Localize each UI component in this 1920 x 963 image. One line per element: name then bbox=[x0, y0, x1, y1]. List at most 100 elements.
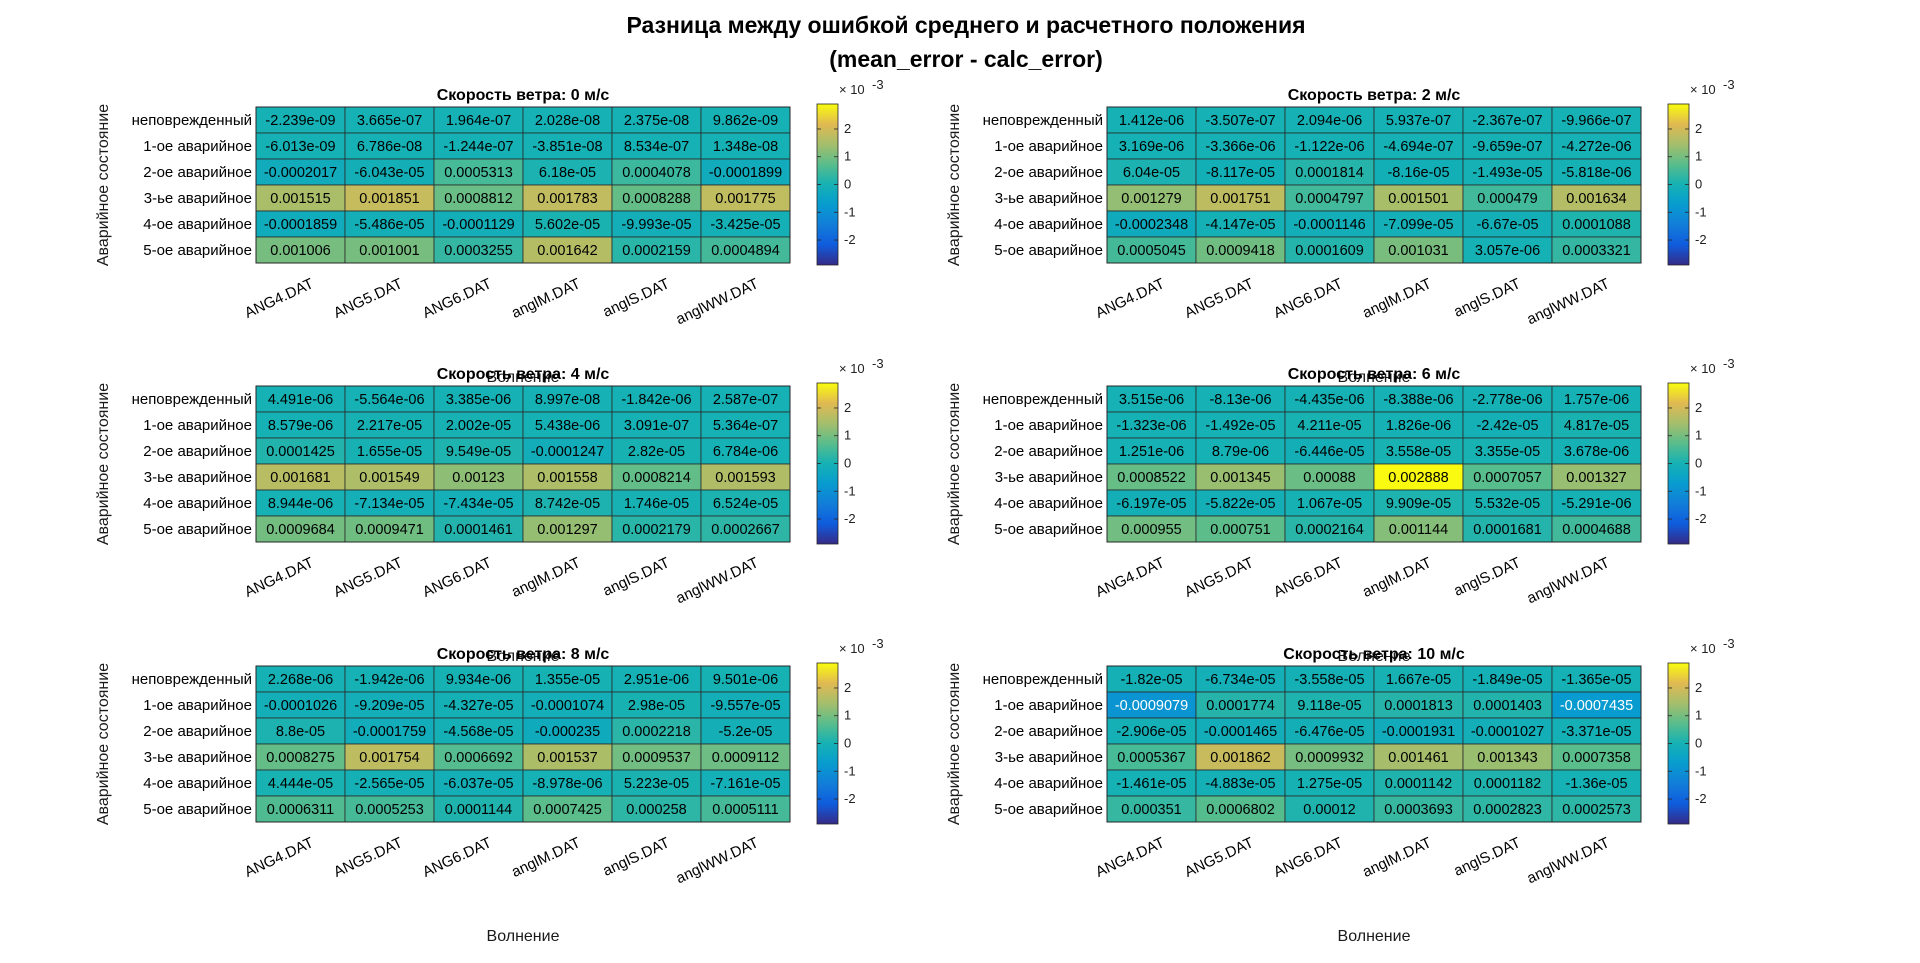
cell-label: 3.558e-05 bbox=[1386, 444, 1451, 460]
cell-label: 0.0002164 bbox=[1295, 522, 1364, 538]
heatmap-cell bbox=[1551, 691, 1642, 719]
cell-label: 0.0006802 bbox=[1206, 802, 1275, 818]
colorbar-multiplier: × 10 bbox=[839, 641, 865, 656]
heatmap-cell bbox=[522, 691, 613, 719]
row-label: 5-ое аварийное bbox=[143, 242, 252, 259]
x-axis-label: Волнение bbox=[1338, 928, 1411, 945]
colorbar: 2 1 0 -1 -2 × 10 -3 bbox=[816, 636, 884, 825]
cell-label: 0.001515 bbox=[270, 191, 330, 207]
x-axis-label: Волнение bbox=[487, 369, 560, 386]
column-label: anglWW.DAT bbox=[673, 554, 761, 607]
colorbar-multiplier: × 10 bbox=[1690, 361, 1716, 376]
column-label: ANG5.DAT bbox=[331, 834, 405, 881]
heatmap-cell bbox=[522, 489, 613, 517]
cell-label: 0.0005367 bbox=[1117, 750, 1186, 766]
row-label: 3-ье аварийное bbox=[995, 749, 1103, 766]
column-label: ANG4.DAT bbox=[1093, 275, 1167, 322]
cell-label: -1.461e-05 bbox=[1116, 776, 1186, 792]
cell-label: -4.272e-06 bbox=[1561, 139, 1631, 155]
column-label: ANG4.DAT bbox=[1093, 834, 1167, 881]
cell-label: 0.001642 bbox=[537, 243, 597, 259]
cell-label: 9.909e-05 bbox=[1386, 496, 1451, 512]
row-label: 3-ье аварийное bbox=[144, 190, 252, 207]
heatmap-cell bbox=[344, 132, 435, 160]
heatmap-cell bbox=[433, 184, 524, 212]
row-label: 4-ое аварийное bbox=[994, 775, 1103, 792]
cell-label: -0.0001026 bbox=[264, 698, 337, 714]
cell-label: -0.0007435 bbox=[1560, 698, 1633, 714]
heatmap-cell bbox=[433, 691, 524, 719]
cell-label: 0.001501 bbox=[1388, 191, 1448, 207]
heatmap-cell bbox=[1284, 411, 1375, 439]
cell-label: 0.00012 bbox=[1303, 802, 1355, 818]
cell-label: 0.001558 bbox=[537, 470, 597, 486]
cell-label: 0.00123 bbox=[452, 470, 504, 486]
row-label: 2-ое аварийное bbox=[994, 723, 1103, 740]
cell-label: 8.534e-07 bbox=[624, 139, 689, 155]
cell-label: -8.388e-06 bbox=[1383, 392, 1453, 408]
heatmap-cell bbox=[1284, 184, 1375, 212]
cell-label: 0.0005253 bbox=[355, 802, 424, 818]
colorbar-tick-label: 0 bbox=[1695, 177, 1702, 192]
cell-label: 4.444e-05 bbox=[268, 776, 333, 792]
cell-label: 3.665e-07 bbox=[357, 113, 422, 129]
row-label: 2-ое аварийное bbox=[994, 443, 1103, 460]
cell-label: -6.476e-05 bbox=[1294, 724, 1364, 740]
heatmap-cell bbox=[1373, 769, 1464, 797]
cell-label: -0.0001759 bbox=[353, 724, 426, 740]
cell-label: 0.000258 bbox=[626, 802, 686, 818]
heatmap-cell bbox=[1195, 489, 1286, 517]
cell-label: -0.0001027 bbox=[1471, 724, 1544, 740]
cell-label: -6.037e-05 bbox=[443, 776, 513, 792]
cell-label: 2.98e-05 bbox=[628, 698, 685, 714]
cell-label: 0.001001 bbox=[359, 243, 419, 259]
column-label: anglWW.DAT bbox=[1524, 275, 1612, 328]
colorbar-tick-label: -2 bbox=[844, 511, 856, 526]
cell-label: 8.944e-06 bbox=[268, 496, 333, 512]
heatmap-cell bbox=[1195, 210, 1286, 238]
row-label: 3-ье аварийное bbox=[144, 469, 252, 486]
heatmap-panel: Скорость ветра: 6 м/с 3.515e-06 -8.13e-06 -… bbox=[946, 356, 1735, 665]
colorbar-tick-label: 1 bbox=[844, 428, 851, 443]
colorbar: 2 1 0 -1 -2 × 10 -3 bbox=[1667, 636, 1735, 825]
colorbar-tick-label: -1 bbox=[1695, 483, 1707, 498]
cell-label: 0.001461 bbox=[1388, 750, 1448, 766]
heatmap-cell bbox=[1551, 795, 1642, 823]
cell-label: -3.507e-07 bbox=[1205, 113, 1275, 129]
cell-label: 6.784e-06 bbox=[713, 444, 778, 460]
cell-label: 0.0004894 bbox=[711, 243, 780, 259]
heatmap-cell bbox=[1106, 463, 1197, 491]
colorbar-exponent: -3 bbox=[872, 77, 884, 92]
cell-label: 1.964e-07 bbox=[446, 113, 511, 129]
heatmap-cell bbox=[1373, 236, 1464, 264]
colorbar-multiplier: × 10 bbox=[839, 361, 865, 376]
cell-label: 5.937e-07 bbox=[1386, 113, 1451, 129]
colorbar-multiplier: × 10 bbox=[1690, 82, 1716, 97]
colorbar-tick-label: -2 bbox=[1695, 511, 1707, 526]
row-label: неповрежденный bbox=[983, 391, 1103, 408]
cell-label: 1.746e-05 bbox=[624, 496, 689, 512]
cell-label: 1.275e-05 bbox=[1297, 776, 1362, 792]
heatmap-cell bbox=[700, 717, 791, 745]
heatmap-cell bbox=[700, 437, 791, 465]
row-label: 1-ое аварийное bbox=[994, 697, 1103, 714]
cell-label: 0.0005045 bbox=[1117, 243, 1186, 259]
cell-label: 0.0001681 bbox=[1473, 522, 1542, 538]
heatmap-panel: Скорость ветра: 10 м/с -1.82e-05 -6.734e-0… bbox=[946, 636, 1735, 945]
colorbar-tick-label: -1 bbox=[1695, 204, 1707, 219]
heatmap-cell bbox=[1195, 132, 1286, 160]
heatmap-cell bbox=[1106, 515, 1197, 543]
cell-label: -0.0009079 bbox=[1115, 698, 1188, 714]
heatmap-cell bbox=[1284, 665, 1375, 693]
cell-label: 0.0008214 bbox=[622, 470, 691, 486]
colorbar-exponent: -3 bbox=[872, 356, 884, 371]
heatmap-panel: Скорость ветра: 0 м/с -2.239e-09 3.665e-07… bbox=[95, 77, 884, 386]
cell-label: -4.327e-05 bbox=[443, 698, 513, 714]
cell-label: -2.239e-09 bbox=[265, 113, 335, 129]
cell-label: 0.0003321 bbox=[1562, 243, 1631, 259]
cell-label: -4.694e-07 bbox=[1383, 139, 1453, 155]
cell-label: 0.001851 bbox=[359, 191, 419, 207]
cell-label: -9.557e-05 bbox=[710, 698, 780, 714]
cell-label: 0.0001813 bbox=[1384, 698, 1453, 714]
heatmap-cell bbox=[1284, 795, 1375, 823]
